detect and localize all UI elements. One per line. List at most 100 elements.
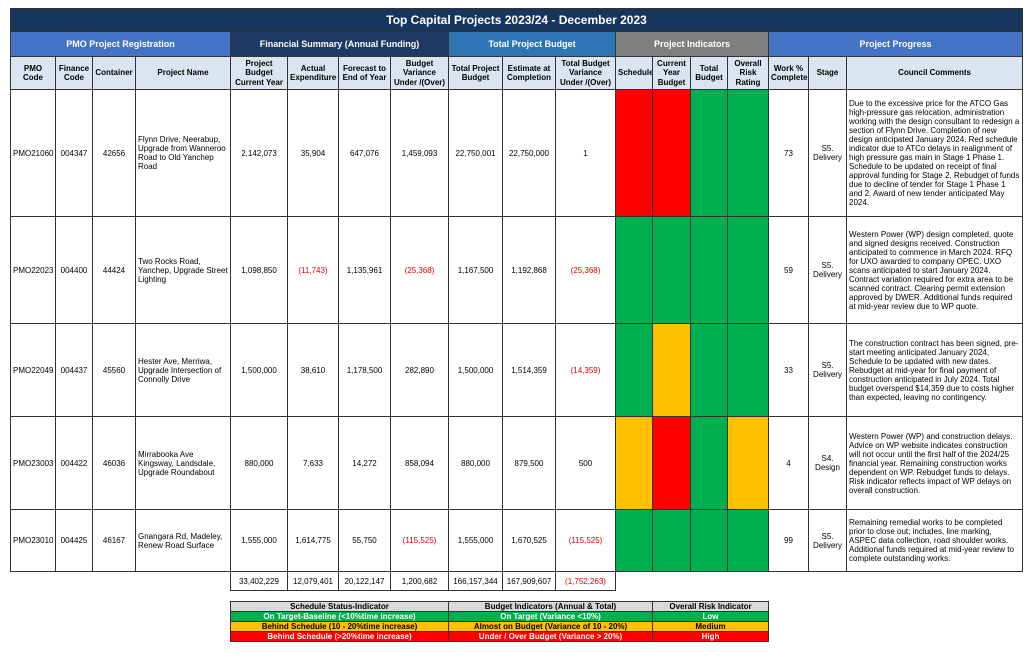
- cell: 004347: [55, 89, 93, 217]
- cell: S5. Delivery: [808, 216, 847, 324]
- column-header: Total Budget Variance Under /(Over): [555, 56, 616, 90]
- column-header: Work % Complete: [768, 56, 809, 90]
- indicator: [690, 509, 728, 572]
- project-row: PMO22049 004437 45560 Hester Ave, Merriwa, …: [10, 323, 1024, 417]
- cell: PMO22023: [10, 216, 56, 324]
- cell: S4. Design: [808, 416, 847, 510]
- cell: S5. Delivery: [808, 509, 847, 572]
- comment: Western Power (WP) design completed, quo…: [845, 216, 1024, 324]
- column-header: Finance Code: [55, 56, 93, 90]
- cell: 1,178,500: [338, 323, 391, 417]
- indicator: [652, 416, 691, 510]
- column-header: Actual Expenditure: [287, 56, 339, 90]
- cell: 500: [555, 416, 616, 510]
- cell: (14,359): [555, 323, 616, 417]
- report-title: Top Capital Projects 2023/24 - December …: [9, 8, 1024, 32]
- group-header: Total Project Budget: [448, 31, 616, 57]
- cell: 14,272: [338, 416, 391, 510]
- column-header: PMO Code: [10, 56, 56, 90]
- cell: 647,076: [338, 89, 391, 217]
- group-row: PMO Project Registration Financial Summar…: [10, 31, 1024, 57]
- project-row: PMO21060 004347 42656 Flynn Drive, Neerabup…: [10, 89, 1024, 217]
- indicator: [652, 509, 691, 572]
- cell: 282,890: [390, 323, 449, 417]
- comment: Due to the excessive price for the ATCO …: [845, 89, 1024, 217]
- cell: PMO22049: [10, 323, 56, 417]
- cell: 42656: [92, 89, 136, 217]
- cell: Two Rocks Road, Yanchep, Upgrade Street …: [135, 216, 231, 324]
- legend-cell: High: [652, 631, 769, 642]
- cell: 879,500: [502, 416, 556, 510]
- legend-header: Budget Indicators (Annual & Total): [448, 601, 653, 612]
- column-header: Total Budget: [690, 56, 728, 90]
- cell: 880,000: [230, 416, 288, 510]
- cell: (115,525): [555, 509, 616, 572]
- cell: S5. Delivery: [808, 89, 847, 217]
- cell: PMO23010: [10, 509, 56, 572]
- cell: 73: [768, 89, 809, 217]
- column-header: Forecast to End of Year: [338, 56, 391, 90]
- legend-cell: Behind Schedule (>20%time increase): [230, 631, 449, 642]
- report: Top Capital Projects 2023/24 - December …: [9, 8, 1024, 591]
- cell: 1,500,000: [448, 323, 503, 417]
- cell: 99: [768, 509, 809, 572]
- column-header: Budget Variance Under /(Over): [390, 56, 449, 90]
- cell: 7,633: [287, 416, 339, 510]
- project-row: PMO23003 004422 46036 Mirrabooka Ave Kingsw…: [10, 416, 1024, 510]
- legend-cell: Medium: [652, 621, 769, 632]
- cell: (115,525): [390, 509, 449, 572]
- total: 166,157,344: [448, 571, 503, 591]
- cell: Flynn Drive, Neerabup, Upgrade from Wann…: [135, 89, 231, 217]
- cell: 4: [768, 416, 809, 510]
- cell: 46167: [92, 509, 136, 572]
- total: 1,200,682: [390, 571, 449, 591]
- indicator: [652, 216, 691, 324]
- cell: 858,094: [390, 416, 449, 510]
- indicator: [615, 509, 653, 572]
- column-header: Council Comments: [845, 56, 1024, 90]
- cell: (25,368): [390, 216, 449, 324]
- cell: 45560: [92, 323, 136, 417]
- indicator: [727, 509, 769, 572]
- cell: 33: [768, 323, 809, 417]
- cell: 1,098,850: [230, 216, 288, 324]
- cell: (11,743): [287, 216, 339, 324]
- legend-cell: On Target-Baseline (<10%time increase): [230, 611, 449, 622]
- indicator: [652, 89, 691, 217]
- cell: 1,500,000: [230, 323, 288, 417]
- indicator: [690, 323, 728, 417]
- cell: S5. Delivery: [808, 323, 847, 417]
- comment: Remaining remedial works to be completed…: [845, 509, 1024, 572]
- cell: 004400: [55, 216, 93, 324]
- column-header: Project Budget Current Year: [230, 56, 288, 90]
- projects-table: Top Capital Projects 2023/24 - December …: [9, 8, 1024, 591]
- spacer: [11, 572, 56, 591]
- column-header: Estimate at Completion: [502, 56, 556, 90]
- cell: 004437: [55, 323, 93, 417]
- cell: 44424: [92, 216, 136, 324]
- comment: The construction contract has been signe…: [845, 323, 1024, 417]
- total: 33,402,229: [230, 571, 288, 591]
- column-header: Container: [92, 56, 136, 90]
- indicator: [727, 323, 769, 417]
- cell: 55,750: [338, 509, 391, 572]
- indicator: [690, 89, 728, 217]
- legend-row: On Target-Baseline (<10%time increase) On…: [230, 611, 769, 622]
- cell: 38,610: [287, 323, 339, 417]
- total: (1,752,263): [555, 571, 616, 591]
- legend-cell: Under / Over Budget (Variance > 20%): [448, 631, 653, 642]
- indicator: [690, 416, 728, 510]
- cell: 1: [555, 89, 616, 217]
- indicator: [727, 89, 769, 217]
- cell: Hester Ave, Merriwa, Upgrade Intersectio…: [135, 323, 231, 417]
- legend-header: Overall Risk Indicator: [652, 601, 769, 612]
- group-header: PMO Project Registration: [10, 31, 231, 57]
- cell: 004425: [55, 509, 93, 572]
- indicator: [727, 416, 769, 510]
- cell: (25,368): [555, 216, 616, 324]
- cell: 1,192,868: [502, 216, 556, 324]
- total: 12,079,401: [287, 571, 339, 591]
- indicator: [615, 323, 653, 417]
- legend-header: Schedule Status-Indicator: [230, 601, 449, 612]
